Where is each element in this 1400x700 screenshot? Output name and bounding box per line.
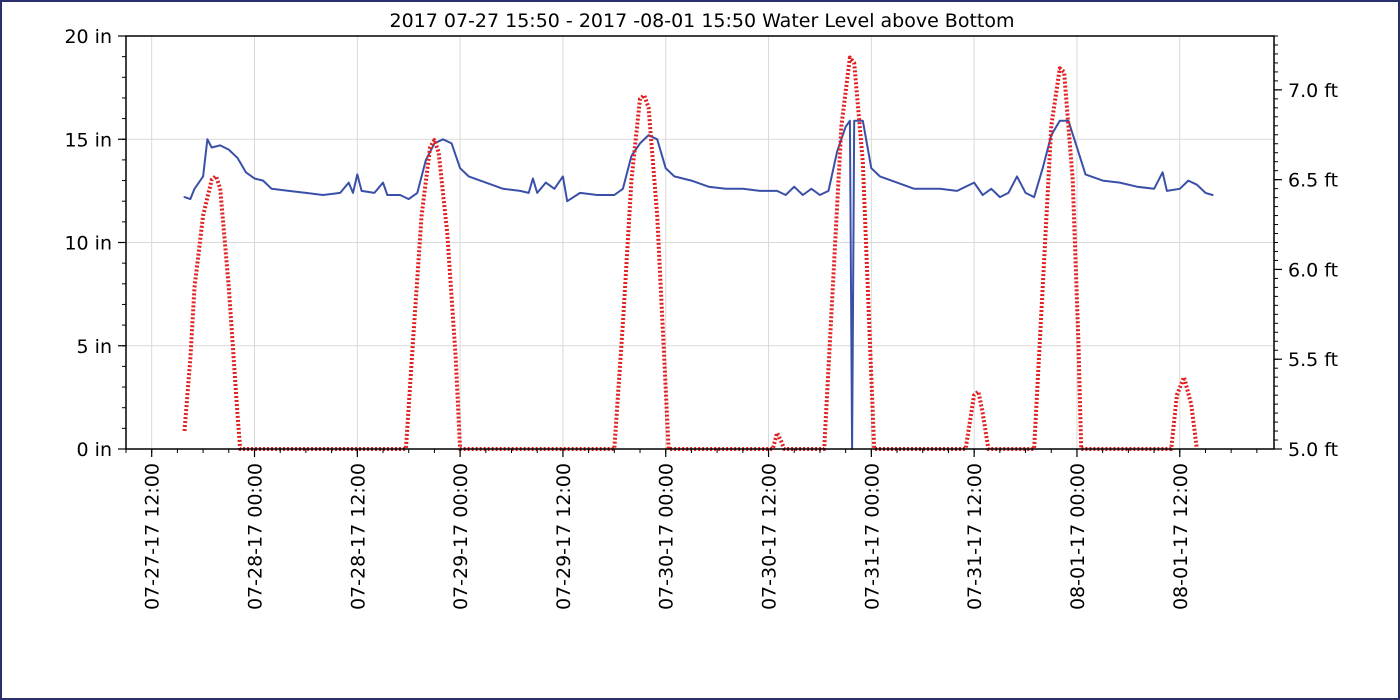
x-tick-label: 07-30-17 12:00 <box>759 463 781 610</box>
series-layer <box>182 55 1214 451</box>
x-tick-label: 07-28-17 00:00 <box>245 463 267 610</box>
y-left-tick-label: 20 in <box>64 26 112 48</box>
y-left-tick-label: 0 in <box>77 439 112 461</box>
grid <box>126 35 1274 450</box>
y-right-tick-label: 7.0 ft <box>1288 80 1338 102</box>
x-tick-label: 07-29-17 00:00 <box>450 463 472 610</box>
y-left-tick-label: 10 in <box>64 233 112 255</box>
x-tick-label: 07-30-17 00:00 <box>656 463 678 610</box>
series-line-left-axis <box>183 119 1214 450</box>
axes: 07-27-17 12:00 07-28-17 00:00 07-28-17 12:… <box>64 26 1338 610</box>
x-tick-label: 07-29-17 12:00 <box>553 463 575 610</box>
x-tick-label: 08-01-17 00:00 <box>1067 463 1089 610</box>
y-left-tick-label: 5 in <box>77 336 112 358</box>
x-tick-label: 07-31-17 00:00 <box>861 463 883 610</box>
y-right-tick-label: 6.0 ft <box>1288 259 1338 281</box>
series-line-right-axis <box>182 55 1199 451</box>
x-tick-label: 07-31-17 12:00 <box>964 463 986 610</box>
y-left-tick-label: 15 in <box>64 129 112 151</box>
x-tick-label: 07-28-17 12:00 <box>347 463 369 610</box>
chart-title: 2017 07-27 15:50 - 2017 -08-01 15:50 Wat… <box>389 10 1014 32</box>
y-right-tick-label: 5.0 ft <box>1288 439 1338 461</box>
x-tick-label: 07-27-17 12:00 <box>142 463 164 610</box>
y-right-tick-label: 6.5 ft <box>1288 170 1338 192</box>
x-tick-label: 08-01-17 12:00 <box>1170 463 1192 610</box>
y-right-tick-label: 5.5 ft <box>1288 349 1338 371</box>
